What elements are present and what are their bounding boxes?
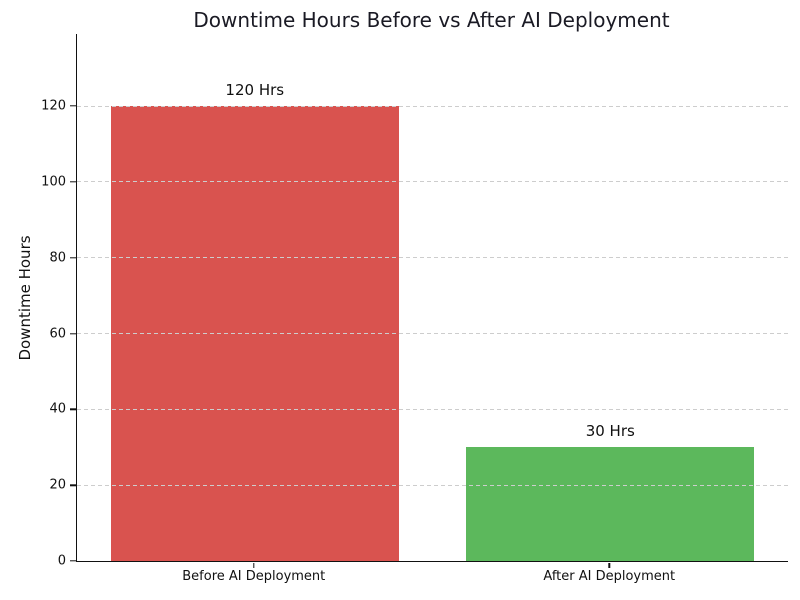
y-gridline — [77, 333, 788, 335]
x-tick-mark — [608, 563, 610, 568]
y-tick-mark — [70, 181, 76, 183]
y-tick-label: 120 — [41, 98, 66, 114]
y-tick-mark — [70, 484, 76, 486]
y-tick-label: 0 — [57, 553, 66, 569]
y-tick-label: 20 — [49, 477, 66, 493]
x-tick-mark — [253, 563, 255, 568]
y-tick-mark — [70, 560, 76, 562]
y-gridline — [77, 408, 788, 410]
y-tick-mark — [70, 408, 76, 411]
bar-value-label: 30 Hrs — [585, 422, 635, 441]
y-tick-label: 80 — [49, 250, 66, 266]
y-gridline — [77, 484, 788, 486]
y-gridline — [77, 257, 788, 259]
x-tick-label: Before AI Deployment — [182, 569, 326, 584]
y-tick-label: 100 — [41, 174, 66, 190]
plot-area: 120 Hrs 30 Hrs — [76, 34, 788, 562]
y-gridline — [77, 105, 788, 107]
x-tick-label: After AI Deployment — [543, 569, 676, 584]
chart-title: Downtime Hours Before vs After AI Deploy… — [193, 8, 670, 32]
y-tick-mark — [70, 332, 76, 335]
bar-after — [466, 447, 755, 561]
y-tick-mark — [70, 105, 76, 107]
y-gridline — [77, 181, 788, 183]
y-tick-label: 60 — [49, 326, 66, 342]
y-tick-mark — [70, 256, 76, 259]
y-axis-label: Downtime Hours — [16, 235, 34, 361]
y-tick-label: 40 — [49, 401, 66, 417]
bar-value-label: 120 Hrs — [225, 81, 285, 100]
